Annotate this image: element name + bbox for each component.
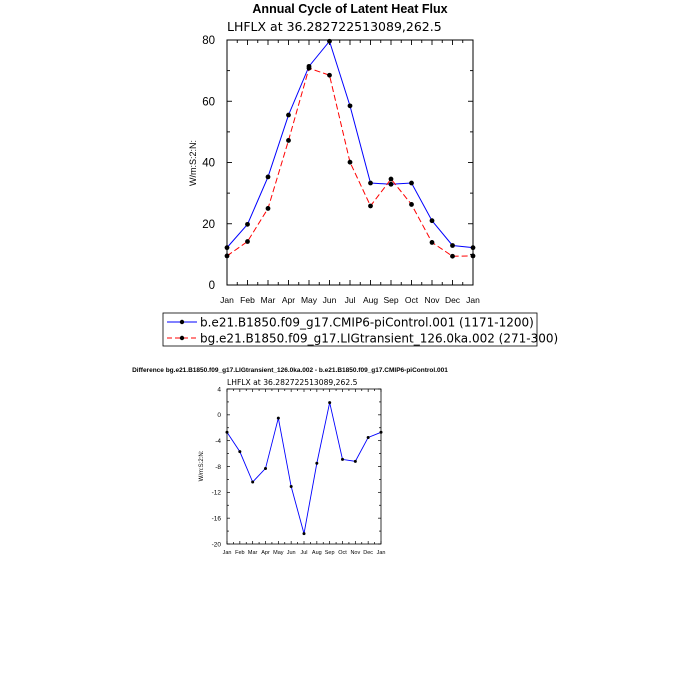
legend-label-series-2: bg.e21.B1850.f09_g17.LIGtransient_126.0k… (200, 332, 558, 346)
data-point-series-2 (388, 176, 394, 182)
y-tick-label: 80 (202, 35, 215, 47)
data-point-series-1 (289, 485, 293, 489)
y-tick-label: 60 (202, 96, 215, 108)
data-point-series-1 (302, 532, 306, 536)
x-tick-label: Mar (261, 295, 276, 305)
data-point-series-2 (450, 253, 455, 259)
y-tick-label: 40 (202, 158, 215, 170)
x-tick-label: Jun (287, 550, 296, 556)
data-point-series-1 (264, 466, 267, 470)
x-tick-label: Apr (261, 550, 270, 556)
data-point-series-1 (388, 181, 394, 187)
data-point-series-2 (245, 239, 250, 244)
data-point-series-1 (429, 218, 435, 224)
chart-subtitle: LHFLX at 36.282722513089,262.5 (227, 19, 442, 34)
legend-box (162, 312, 538, 347)
x-tick-label: Jan (466, 295, 480, 305)
x-tick-label: Jul (300, 550, 307, 556)
data-point-series-1 (225, 430, 229, 434)
y-axis-label: W/m:S:2:N: (188, 140, 198, 186)
data-point-series-1 (328, 401, 332, 405)
legend-label-series-1: b.e21.B1850.f09_g17.CMIP6-piControl.001 … (200, 316, 534, 330)
data-point-series-1 (366, 435, 370, 439)
x-tick-label: Jan (220, 295, 234, 305)
x-tick-label: Feb (235, 550, 244, 556)
difference-y-axis-label: W/m:S:2:N: (199, 450, 205, 481)
y-tick-label: 0 (209, 280, 215, 292)
data-point-series-2 (286, 138, 291, 143)
data-point-series-2 (470, 253, 476, 259)
y-tick-label: -12 (212, 490, 222, 497)
data-point-series-1 (276, 416, 280, 420)
y-tick-label: 20 (202, 219, 215, 231)
y-tick-label: -8 (215, 464, 221, 471)
x-tick-label: Jan (223, 550, 232, 556)
x-tick-label: Aug (312, 550, 322, 556)
data-point-series-1 (315, 461, 319, 465)
x-tick-label: Nov (350, 550, 360, 556)
data-point-series-2 (327, 72, 332, 78)
data-point-series-2 (429, 240, 435, 245)
x-tick-label: Apr (282, 295, 295, 305)
x-tick-label: Jan (377, 550, 386, 556)
chart-legend: b.e21.B1850.f09_g17.CMIP6-piControl.001 … (162, 312, 558, 347)
y-tick-label: -4 (215, 438, 221, 445)
x-tick-label: Sep (383, 295, 398, 305)
difference-chart-subtitle: LHFLX at 36.282722513089,262.5 (227, 378, 358, 387)
data-point-series-1 (238, 450, 242, 454)
x-tick-label: Mar (248, 550, 258, 556)
data-point-series-1 (470, 245, 476, 251)
data-point-series-2 (265, 206, 271, 211)
data-point-series-1 (286, 112, 291, 118)
x-tick-label: Jun (323, 295, 337, 305)
data-point-series-1 (265, 174, 271, 180)
x-tick-label: Dec (363, 550, 373, 556)
x-tick-label: Oct (405, 295, 419, 305)
x-tick-label: Sep (325, 550, 335, 556)
data-point-series-1 (379, 430, 383, 434)
x-tick-label: Oct (338, 550, 347, 556)
data-point-series-1 (409, 180, 414, 186)
plot-frame (226, 388, 382, 545)
data-point-series-1 (450, 243, 455, 248)
data-point-series-2 (347, 159, 353, 165)
series-line-1 (226, 40, 474, 249)
x-tick-label: Feb (240, 295, 255, 305)
data-point-series-1 (353, 459, 357, 463)
x-tick-label: May (301, 295, 318, 305)
difference-chart: Difference bg.e21.B1850.f09_g17.LIGtrans… (132, 367, 448, 556)
difference-plot-area: Jan Feb Mar Apr May Jun Jul Aug Sep Oct Nov Dec Jan-… (212, 386, 386, 556)
series-line-1 (226, 402, 382, 534)
data-point-series-1 (327, 38, 332, 44)
data-point-series-2 (306, 65, 312, 71)
data-point-series-1 (251, 480, 255, 484)
data-point-series-2 (409, 202, 414, 207)
x-tick-label: Nov (424, 295, 440, 305)
data-point-series-1 (368, 180, 373, 186)
y-tick-label: -20 (212, 541, 222, 548)
chart-title: Annual Cycle of Latent Heat Flux (252, 2, 447, 16)
data-point-series-2 (368, 203, 373, 209)
data-point-series-2 (224, 253, 230, 259)
legend-marker-series-2 (179, 335, 185, 341)
x-tick-label: Jul (345, 295, 356, 305)
y-tick-label: 0 (217, 412, 221, 419)
y-tick-label: -16 (212, 515, 222, 522)
x-tick-label: May (273, 550, 284, 556)
data-point-series-1 (341, 457, 344, 461)
data-point-series-1 (224, 245, 230, 251)
difference-chart-title: Difference bg.e21.B1850.f09_g17.LIGtrans… (132, 367, 448, 374)
main-plot-area: Jan Feb Mar Apr May Jun Jul Aug Sep Oct Nov Dec Jan 0… (202, 35, 480, 305)
x-tick-label: Aug (363, 295, 378, 305)
y-tick-label: 4 (217, 386, 221, 393)
legend-marker-series-1 (179, 319, 185, 325)
x-tick-label: Dec (445, 295, 461, 305)
data-point-series-1 (347, 103, 353, 109)
data-point-series-1 (245, 221, 250, 227)
annual-cycle-chart: Annual Cycle of Latent Heat Flux LHFLX a… (162, 2, 558, 347)
